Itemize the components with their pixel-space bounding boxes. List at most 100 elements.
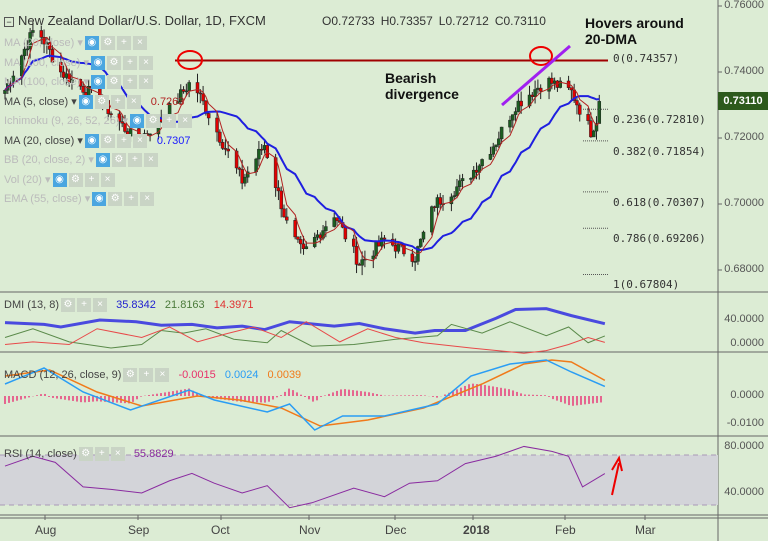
candle bbox=[430, 205, 434, 236]
add-icon[interactable]: + bbox=[77, 298, 92, 312]
eye-icon[interactable]: ◉ bbox=[92, 192, 107, 207]
close-icon[interactable]: × bbox=[143, 153, 158, 168]
candle-body bbox=[519, 100, 523, 107]
gear-icon[interactable]: ⚙ bbox=[111, 153, 126, 168]
close-icon[interactable]: × bbox=[126, 94, 141, 109]
candle bbox=[22, 42, 27, 61]
candle-body bbox=[508, 119, 512, 128]
close-icon[interactable]: × bbox=[132, 133, 147, 148]
candles bbox=[3, 21, 602, 276]
eye-icon[interactable]: ◉ bbox=[91, 55, 105, 70]
add-icon[interactable]: + bbox=[116, 133, 131, 148]
candle-body bbox=[494, 144, 498, 148]
peak-circle bbox=[177, 50, 203, 70]
time-label: Sep bbox=[128, 523, 150, 537]
close-icon[interactable]: × bbox=[140, 192, 155, 207]
candle bbox=[179, 84, 183, 105]
gear-icon[interactable]: ⚙ bbox=[94, 94, 109, 109]
candle-body bbox=[335, 217, 339, 222]
minus-di-value: 14.3971 bbox=[213, 298, 254, 311]
eye-icon[interactable]: ◉ bbox=[95, 153, 110, 168]
gear-icon[interactable]: ⚙ bbox=[123, 368, 138, 382]
candle-body bbox=[187, 82, 191, 92]
legend-row[interactable]: MA (20, close) ▾ ◉ ⚙ + × 0.7307 bbox=[4, 133, 191, 148]
candle-body bbox=[591, 130, 596, 138]
candle-body bbox=[516, 100, 521, 112]
rsi-tick: 40.0000 bbox=[724, 486, 764, 498]
candle-body bbox=[491, 146, 495, 155]
eye-icon[interactable]: ◉ bbox=[130, 114, 145, 129]
candle bbox=[276, 180, 281, 201]
candle-body bbox=[460, 178, 465, 181]
candle-body bbox=[499, 126, 504, 140]
fib-label: 0.618(0.70307) bbox=[613, 195, 706, 209]
gear-icon[interactable]: ⚙ bbox=[108, 192, 123, 207]
add-icon[interactable]: + bbox=[94, 447, 109, 461]
close-icon[interactable]: × bbox=[139, 55, 153, 70]
eye-icon[interactable]: ◉ bbox=[78, 94, 93, 109]
candle-body bbox=[575, 100, 579, 106]
gear-icon[interactable]: ⚙ bbox=[100, 36, 115, 51]
eye-icon[interactable]: ◉ bbox=[52, 172, 67, 187]
rsi-value: 55.8829 bbox=[133, 447, 174, 460]
candle-body bbox=[312, 236, 317, 247]
candle-body bbox=[234, 150, 239, 169]
legend-row[interactable]: BB (20, close, 2) ▾ ◉ ⚙ + × bbox=[4, 153, 158, 168]
add-icon[interactable]: + bbox=[116, 36, 131, 51]
candle bbox=[491, 142, 495, 158]
candle-body bbox=[352, 238, 356, 247]
price-tick: 0.70000 bbox=[724, 197, 764, 209]
add-icon[interactable]: + bbox=[123, 75, 137, 90]
gear-icon[interactable]: ⚙ bbox=[107, 75, 121, 90]
legend-row[interactable]: MA (100, close) ▾ ◉ ⚙ + × bbox=[4, 75, 153, 90]
time-label: 2018 bbox=[463, 523, 490, 537]
gear-icon[interactable]: ⚙ bbox=[61, 298, 76, 312]
gear-icon[interactable]: ⚙ bbox=[100, 133, 115, 148]
legend-row[interactable]: Vol (20) ▾ ◉ ⚙ + × bbox=[4, 172, 115, 187]
add-icon[interactable]: + bbox=[110, 94, 125, 109]
eye-icon[interactable]: ◉ bbox=[84, 36, 99, 51]
add-icon[interactable]: + bbox=[139, 368, 154, 382]
bearish-divergence-annotation: Bearish divergence bbox=[385, 70, 459, 102]
close-icon[interactable]: × bbox=[93, 298, 108, 312]
candle bbox=[469, 177, 473, 184]
close-icon[interactable]: × bbox=[139, 75, 153, 90]
candle-body bbox=[293, 220, 297, 238]
legend-row[interactable]: MA (100, close) ▾ ◉ ⚙ + × bbox=[4, 55, 153, 70]
eye-icon[interactable]: ◉ bbox=[84, 133, 99, 148]
add-icon[interactable]: + bbox=[84, 172, 99, 187]
candle bbox=[533, 80, 537, 104]
candle-body bbox=[179, 89, 183, 102]
eye-icon[interactable]: ◉ bbox=[91, 75, 105, 90]
gear-icon[interactable]: ⚙ bbox=[78, 447, 93, 461]
add-icon[interactable]: + bbox=[123, 55, 137, 70]
candle bbox=[513, 107, 518, 122]
candle bbox=[418, 238, 423, 248]
close-icon[interactable]: × bbox=[155, 368, 170, 382]
gear-icon[interactable]: ⚙ bbox=[107, 55, 121, 70]
candle-body bbox=[28, 32, 32, 50]
close-icon[interactable]: × bbox=[100, 172, 115, 187]
candle bbox=[195, 73, 200, 103]
close-icon[interactable]: × bbox=[132, 36, 147, 51]
add-icon[interactable]: + bbox=[124, 192, 139, 207]
legend-row[interactable]: EMA (55, close) ▾ ◉ ⚙ + × bbox=[4, 192, 155, 207]
gear-icon[interactable]: ⚙ bbox=[68, 172, 83, 187]
candle-body bbox=[458, 180, 462, 187]
add-icon[interactable]: + bbox=[127, 153, 142, 168]
candle-body bbox=[354, 246, 359, 265]
legend-row[interactable]: MA (20, close) ▾ ◉ ⚙ + × bbox=[4, 36, 147, 51]
fib-label: 0(0.74357) bbox=[613, 52, 680, 66]
gear-icon[interactable]: ⚙ bbox=[146, 114, 161, 129]
symbol-title[interactable]: − New Zealand Dollar/U.S. Dollar, 1D, FXC… bbox=[4, 13, 266, 28]
legend-label: MA (100, close) bbox=[4, 76, 81, 88]
collapse-icon[interactable]: − bbox=[4, 17, 14, 27]
close-icon[interactable]: × bbox=[178, 114, 193, 129]
legend-row[interactable]: MA (5, close) ▾ ◉ ⚙ + × 0.7263 bbox=[4, 94, 185, 109]
close-icon[interactable]: × bbox=[110, 447, 125, 461]
legend-row[interactable]: Ichimoku (9, 26, 52, 26) ▾ ◉ ⚙ + × bbox=[4, 114, 193, 129]
divergence-trendline[interactable] bbox=[501, 44, 571, 107]
add-icon[interactable]: + bbox=[162, 114, 177, 129]
candle-body bbox=[206, 113, 211, 119]
